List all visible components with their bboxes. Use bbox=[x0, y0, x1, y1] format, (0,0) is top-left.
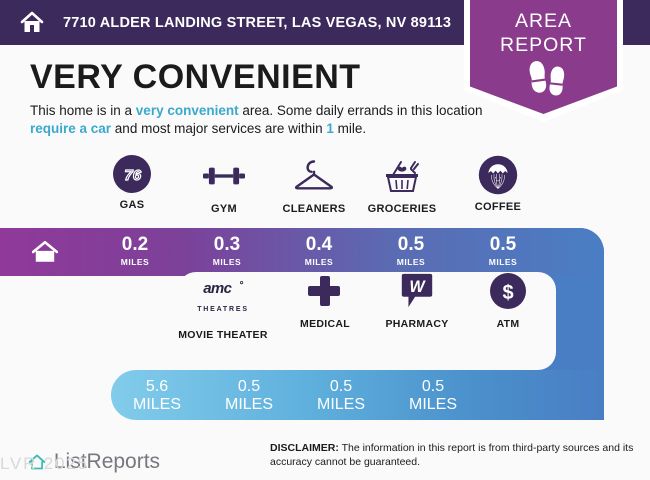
svg-text:76: 76 bbox=[124, 167, 141, 184]
svg-text:W: W bbox=[409, 278, 426, 296]
svg-text:amc: amc bbox=[203, 280, 232, 297]
svg-text:$: $ bbox=[502, 282, 513, 304]
